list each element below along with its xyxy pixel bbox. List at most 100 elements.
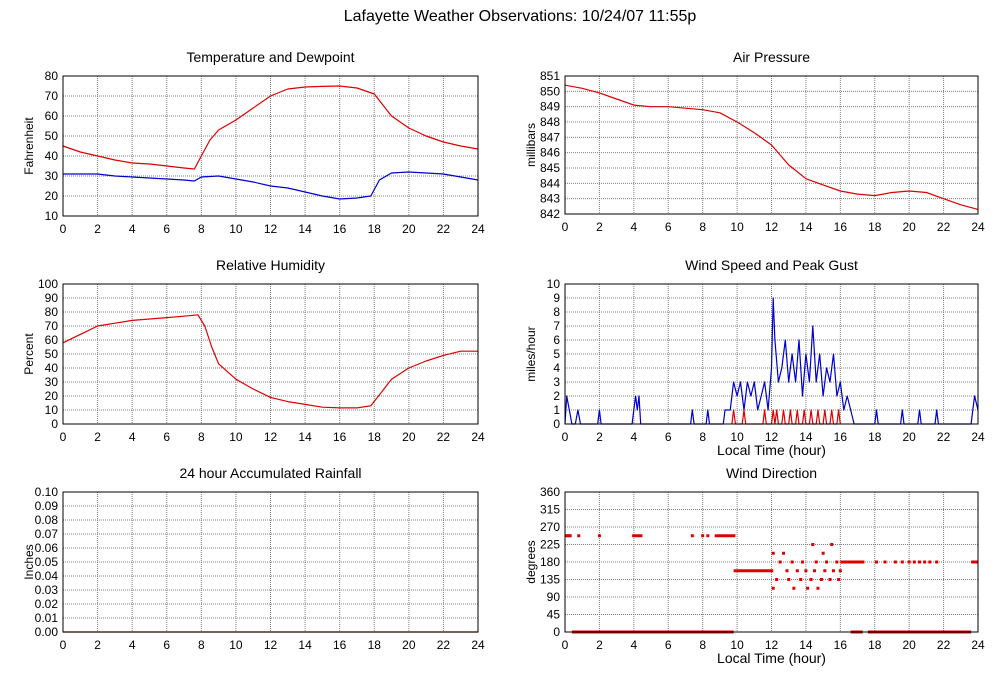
y-tick-label: 0 (553, 417, 560, 431)
direction-point (928, 560, 932, 564)
direction-point (917, 560, 921, 564)
x-tick-label: 0 (60, 638, 67, 652)
direction-point (775, 578, 779, 581)
x-tick-label: 16 (333, 638, 347, 652)
x-tick-label: 12 (264, 222, 278, 236)
direction-point (816, 586, 820, 590)
x-tick-label: 6 (665, 638, 672, 652)
direction-point (799, 578, 803, 581)
x-tick-label: 16 (834, 638, 848, 652)
x-tick-label: 8 (198, 222, 205, 236)
direction-point (837, 578, 841, 581)
y-tick-label: 50 (45, 347, 59, 361)
y-tick-label: 847 (540, 130, 560, 144)
y-tick-label: 843 (540, 192, 560, 206)
y-axis-label: Inches (22, 544, 36, 579)
x-tick-label: 24 (971, 430, 985, 444)
y-tick-label: 360 (540, 485, 560, 499)
x-tick-label: 18 (868, 638, 882, 652)
direction-point (838, 569, 842, 573)
y-tick-label: 180 (540, 555, 560, 569)
x-tick-label: 16 (333, 430, 347, 444)
y-tick-label: 100 (38, 277, 58, 291)
y-tick-label: 2 (553, 389, 560, 403)
x-tick-label: 2 (596, 220, 603, 234)
x-tick-label: 18 (368, 430, 382, 444)
direction-point (814, 560, 818, 564)
x-tick-label: 4 (129, 430, 136, 444)
direction-point (823, 569, 827, 573)
x-tick-label: 8 (699, 220, 706, 234)
x-tick-label: 24 (471, 222, 485, 236)
direction-point (790, 560, 794, 564)
y-tick-label: 60 (45, 333, 59, 347)
x-tick-label: 8 (198, 638, 205, 652)
direction-point (804, 569, 808, 573)
y-tick-label: 20 (45, 389, 59, 403)
y-axis-label: Fahrenheit (22, 117, 36, 175)
y-tick-label: 3 (553, 375, 560, 389)
x-tick-label: 16 (333, 222, 347, 236)
y-tick-label: 849 (540, 100, 560, 114)
y-axis-label: miles/hour (524, 326, 538, 381)
x-tick-label: 2 (596, 638, 603, 652)
y-tick-label: 10 (547, 277, 561, 291)
y-tick-label: 90 (547, 590, 561, 604)
direction-point (900, 560, 904, 564)
x-tick-label: 22 (437, 638, 451, 652)
y-tick-label: 30 (45, 169, 59, 183)
chart-title: Wind Speed and Peak Gust (685, 257, 858, 273)
x-tick-label: 18 (368, 222, 382, 236)
direction-point (795, 569, 799, 573)
direction-point (785, 569, 789, 573)
plot-frame (564, 283, 979, 425)
y-tick-label: 60 (45, 109, 59, 123)
direction-point (830, 543, 834, 546)
y-axis-label: degrees (524, 540, 538, 583)
chart-title: 24 hour Accumulated Rainfall (179, 465, 361, 481)
series-line-red (564, 84, 979, 210)
y-tick-label: 848 (540, 115, 560, 129)
x-tick-label: 12 (264, 638, 278, 652)
x-tick-label: 0 (60, 430, 67, 444)
x-tick-label: 24 (471, 638, 485, 652)
direction-point (821, 551, 825, 555)
series-line-red (62, 85, 479, 170)
x-tick-label: 6 (665, 430, 672, 444)
x-tick-label: 22 (937, 220, 951, 234)
x-tick-label: 18 (368, 638, 382, 652)
x-tick-label: 24 (971, 220, 985, 234)
direction-point (819, 578, 823, 581)
y-tick-label: 0.01 (35, 611, 59, 625)
y-tick-label: 846 (540, 146, 560, 160)
y-tick-label: 1 (553, 403, 560, 417)
x-tick-label: 8 (699, 430, 706, 444)
y-axis-label: millibars (524, 123, 538, 167)
x-tick-label: 8 (699, 638, 706, 652)
y-tick-label: 0.00 (35, 625, 59, 639)
y-tick-label: 135 (540, 573, 560, 587)
chart-title: Relative Humidity (216, 257, 325, 273)
x-tick-label: 18 (868, 220, 882, 234)
direction-point (782, 551, 786, 555)
x-tick-label: 16 (834, 430, 848, 444)
x-tick-label: 22 (937, 638, 951, 652)
direction-point (883, 560, 887, 564)
x-tick-label: 2 (94, 638, 101, 652)
x-tick-label: 4 (630, 638, 637, 652)
x-tick-label: 14 (799, 220, 813, 234)
y-tick-label: 0.10 (35, 485, 59, 499)
x-tick-label: 0 (562, 220, 569, 234)
direction-point (923, 560, 927, 564)
y-tick-label: 845 (540, 161, 560, 175)
x-tick-label: 14 (298, 222, 312, 236)
plot-frame (564, 75, 979, 215)
x-tick-label: 10 (229, 638, 243, 652)
x-tick-label: 4 (630, 430, 637, 444)
series-line-red (731, 409, 841, 425)
direction-point (568, 534, 572, 538)
